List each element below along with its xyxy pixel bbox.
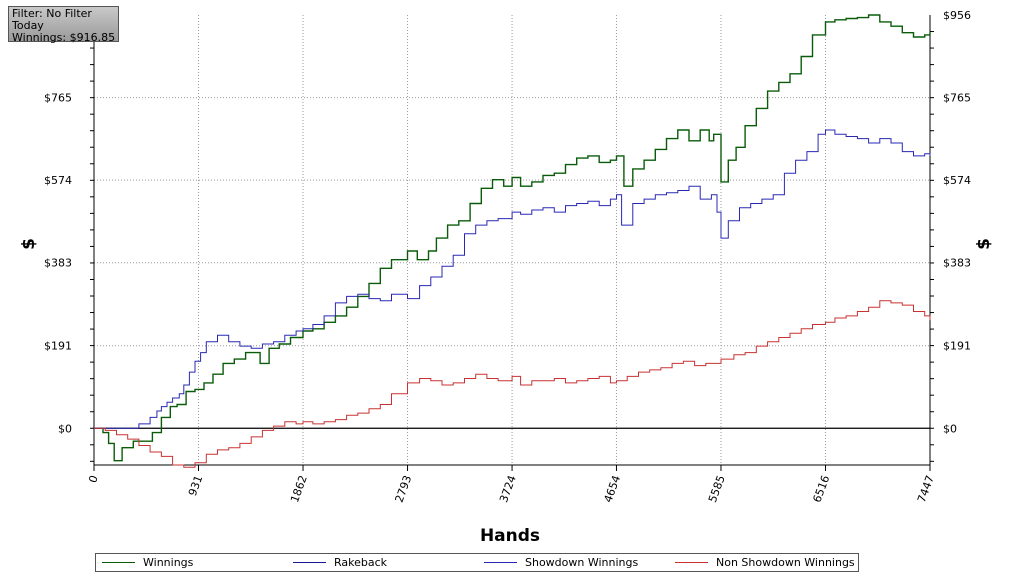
y-tick-label-right: $574 xyxy=(943,174,971,187)
legend-label: Non Showdown Winnings xyxy=(716,556,855,569)
y-tick-label-right: $956 xyxy=(943,9,971,22)
y-axis-title-left: $ xyxy=(19,238,39,250)
y-tick-label-left: $383 xyxy=(44,257,72,270)
legend-label: Showdown Winnings xyxy=(525,556,639,569)
x-tick-label: 2793 xyxy=(393,474,415,505)
legend-swatch xyxy=(675,562,708,563)
y-tick-label-right: $383 xyxy=(943,257,971,270)
filter-label: Filter: No Filter xyxy=(12,7,92,20)
chart-legend: Winnings Rakeback Showdown Winnings Non … xyxy=(95,553,859,572)
legend-swatch xyxy=(102,562,135,563)
legend-item-winnings: Winnings xyxy=(102,554,193,571)
period-label: Today xyxy=(12,19,44,32)
x-tick-label: 3724 xyxy=(497,474,519,505)
legend-item-rakeback: Rakeback xyxy=(293,554,387,571)
y-tick-label-left: $574 xyxy=(44,174,72,187)
series-lines xyxy=(94,14,931,468)
y-tick-label-right: $765 xyxy=(943,92,971,105)
x-tick-label: 931 xyxy=(186,474,205,498)
x-tick-label: 5585 xyxy=(706,474,728,505)
x-axis-title: Hands xyxy=(480,526,540,546)
legend-label: Winnings xyxy=(143,556,194,569)
y-tick-label-left: $191 xyxy=(44,340,72,353)
x-tick-label: 1862 xyxy=(288,474,310,505)
filter-info-box: Filter: No Filter Today Winnings: $916.8… xyxy=(8,6,119,44)
tick-labels: 0 931 1862 2793 3724 4654 5585 6516 7447 $0 $0 $191… xyxy=(44,9,971,504)
series-line-non-showdown-winnings xyxy=(94,300,931,468)
x-tick-label: 0 xyxy=(86,474,101,485)
y-tick-label-right: $0 xyxy=(943,422,957,435)
y-axis-title-right: $ xyxy=(974,238,994,250)
x-tick-label: 6516 xyxy=(811,474,833,505)
winnings-summary: Winnings: $916.85 xyxy=(12,31,116,44)
y-tick-label-right: $191 xyxy=(943,340,971,353)
legend-swatch xyxy=(293,562,326,563)
x-tick-label: 7447 xyxy=(915,474,937,505)
y-tick-label-left: $765 xyxy=(44,92,72,105)
grid-lines xyxy=(94,15,930,465)
x-tick-label: 4654 xyxy=(601,474,623,505)
legend-swatch xyxy=(484,562,517,563)
y-tick-label-left: $0 xyxy=(58,422,72,435)
legend-item-non-showdown: Non Showdown Winnings xyxy=(675,554,855,571)
series-line-winnings xyxy=(94,14,931,462)
series-line-showdown-winnings xyxy=(94,129,931,429)
axes xyxy=(90,15,934,471)
legend-label: Rakeback xyxy=(334,556,388,569)
legend-item-showdown: Showdown Winnings xyxy=(484,554,638,571)
